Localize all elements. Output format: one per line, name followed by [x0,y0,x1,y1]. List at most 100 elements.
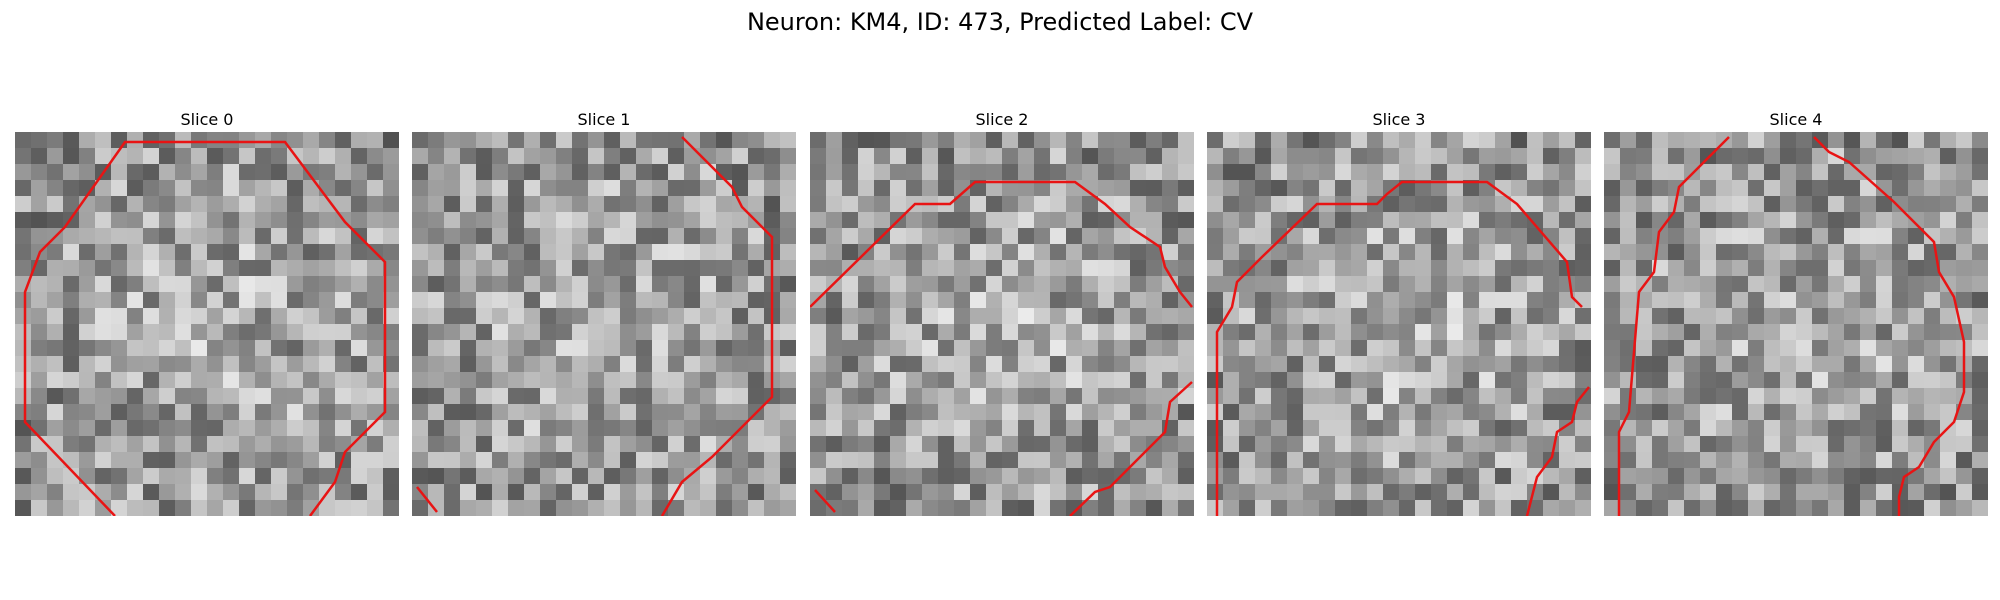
pixel-cell [556,180,573,197]
pixel-cell [1956,212,1973,229]
pixel-cell [1511,468,1528,485]
pixel-cell [1812,260,1829,277]
pixel-cell [111,308,128,325]
pixel-cell [127,324,144,341]
pixel-cell [858,148,875,165]
pixel-cell [1335,132,1352,149]
pixel-cell [1812,132,1829,149]
slice-image [15,132,399,516]
pixel-cell [287,180,304,197]
pixel-cell [255,388,272,405]
pixel-cell [1876,132,1893,149]
pixel-cell [1924,276,1941,293]
pixel-cell [540,244,557,261]
pixel-cell [1780,452,1797,469]
pixel-cell [1479,388,1496,405]
pixel-cell [986,324,1003,341]
pixel-cell [1511,276,1528,293]
pixel-cell [1034,276,1051,293]
pixel-cell [1319,148,1336,165]
pixel-cell [412,372,429,389]
pixel-cell [271,244,288,261]
pixel-cell [604,164,621,181]
pixel-cell [1383,404,1400,421]
pixel-cell [1972,228,1988,245]
pixel-cell [732,452,749,469]
pixel-cell [1684,292,1701,309]
pixel-cell [223,292,240,309]
pixel-cell [572,388,589,405]
pixel-cell [1098,164,1115,181]
pixel-cell [620,404,637,421]
pixel-cell [716,404,733,421]
pixel-cell [858,404,875,421]
pixel-cell [1415,132,1432,149]
pixel-cell [1828,228,1845,245]
pixel-cell [652,292,669,309]
pixel-cell [810,356,827,373]
pixel-cell [351,260,368,277]
pixel-cell [47,260,64,277]
pixel-cell [239,436,256,453]
pixel-cell [175,468,192,485]
pixel-cell [1018,260,1035,277]
pixel-cell [1082,260,1099,277]
pixel-cell [1447,196,1464,213]
pixel-cell [1431,500,1448,516]
pixel-cell [572,372,589,389]
pixel-cell [303,260,320,277]
pixel-cell [476,436,493,453]
pixel-cell [303,276,320,293]
pixel-cell [826,164,843,181]
pixel-cell [1098,356,1115,373]
pixel-cell [319,388,336,405]
pixel-cell [1844,292,1861,309]
pixel-cell [127,436,144,453]
pixel-cell [954,420,971,437]
pixel-cell [826,388,843,405]
pixel-cell [780,468,796,485]
pixel-cell [1319,372,1336,389]
pixel-cell [1018,340,1035,357]
pixel-cell [1130,484,1147,501]
pixel-cell [716,500,733,516]
pixel-cell [159,484,176,501]
pixel-cell [351,404,368,421]
pixel-cell [1575,148,1591,165]
pixel-cell [1034,452,1051,469]
pixel-cell [588,308,605,325]
pixel-cell [47,196,64,213]
pixel-cell [79,500,96,516]
pixel-cell [1255,484,1272,501]
pixel-cell [1828,500,1845,516]
pixel-cell [1527,260,1544,277]
pixel-cell [1223,180,1240,197]
pixel-cell [1876,180,1893,197]
pixel-cell [764,484,781,501]
pixel-cell [1415,244,1432,261]
pixel-cell [938,484,955,501]
pixel-cell [1511,164,1528,181]
pixel-cell [1940,324,1957,341]
pixel-cell [319,132,336,149]
pixel-cell [1002,244,1019,261]
slice-title: Slice 3 [1372,110,1426,129]
pixel-cell [444,180,461,197]
pixel-cell [47,420,64,437]
pixel-cell [1700,308,1717,325]
pixel-cell [1748,404,1765,421]
pixel-cell [1732,244,1749,261]
pixel-cell [444,484,461,501]
pixel-cell [1764,340,1781,357]
pixel-cell [1239,468,1256,485]
pixel-cell [826,228,843,245]
pixel-cell [572,244,589,261]
pixel-cell [1652,500,1669,516]
pixel-cell [460,340,477,357]
pixel-cell [1716,308,1733,325]
pixel-cell [1034,180,1051,197]
pixel-cell [460,308,477,325]
pixel-cell [826,132,843,149]
pixel-cell [1002,340,1019,357]
pixel-cell [1399,340,1416,357]
